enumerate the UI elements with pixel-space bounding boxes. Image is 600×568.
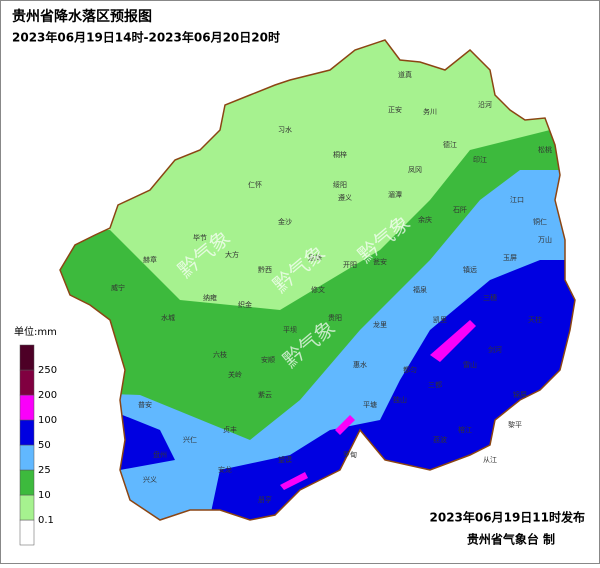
legend-label: 25 bbox=[38, 465, 51, 476]
legend-label: 100 bbox=[38, 415, 57, 426]
place-label: 松桃 bbox=[538, 145, 552, 154]
place-label: 息烽 bbox=[308, 253, 322, 262]
place-label: 湄潭 bbox=[388, 190, 402, 199]
place-label: 德江 bbox=[443, 140, 457, 149]
place-label: 镇远 bbox=[463, 265, 477, 274]
place-label: 独山 bbox=[393, 395, 407, 404]
legend-swatch bbox=[19, 369, 35, 396]
issue-time: 2023年06月19日11时发布 bbox=[430, 510, 586, 525]
place-label: 仁怀 bbox=[248, 180, 262, 189]
place-label: 安顺 bbox=[261, 355, 275, 364]
place-label: 余庆 bbox=[418, 215, 432, 224]
place-label: 万山 bbox=[538, 235, 552, 244]
place-label: 习水 bbox=[278, 125, 292, 134]
legend-label: 200 bbox=[38, 390, 57, 401]
map-title: 贵州省降水落区预报图 bbox=[12, 8, 152, 25]
place-label: 黎平 bbox=[508, 420, 522, 429]
legend-label: 50 bbox=[38, 440, 51, 451]
place-label: 安龙 bbox=[218, 465, 232, 474]
place-label: 遵义 bbox=[338, 193, 352, 202]
legend-label: 250 bbox=[38, 365, 57, 376]
place-label: 玉屏 bbox=[503, 254, 517, 262]
place-label: 关岭 bbox=[228, 370, 242, 379]
place-label: 贞丰 bbox=[223, 425, 237, 434]
legend-label: 10 bbox=[38, 490, 51, 501]
place-label: 望谟 bbox=[278, 455, 292, 464]
place-label: 从江 bbox=[483, 456, 497, 464]
place-label: 册亨 bbox=[258, 495, 272, 504]
place-label: 黔西 bbox=[258, 265, 272, 274]
legend-label: 0.1 bbox=[38, 515, 54, 526]
area-blue bbox=[110, 410, 175, 470]
place-label: 三都 bbox=[428, 381, 442, 389]
place-label: 兴仁 bbox=[183, 435, 197, 444]
place-label: 惠水 bbox=[353, 360, 367, 369]
place-label: 江口 bbox=[510, 196, 524, 204]
place-label: 兴义 bbox=[143, 475, 157, 484]
issuer: 贵州省气象台 制 bbox=[467, 532, 555, 547]
area-magenta bbox=[280, 472, 308, 490]
place-label: 雷山 bbox=[463, 360, 477, 369]
place-label: 沿河 bbox=[478, 100, 492, 109]
place-label: 龙里 bbox=[373, 320, 387, 329]
place-label: 桐梓 bbox=[333, 150, 347, 159]
place-label: 正安 bbox=[388, 105, 402, 114]
place-label: 罗甸 bbox=[343, 450, 357, 459]
legend-swatch bbox=[19, 419, 35, 446]
legend-swatch bbox=[19, 444, 35, 471]
place-label: 榕江 bbox=[458, 425, 472, 434]
legend-unit: 单位:mm bbox=[14, 325, 57, 338]
place-label: 道真 bbox=[398, 70, 412, 79]
place-label: 荔波 bbox=[433, 435, 447, 444]
legend-swatch bbox=[19, 519, 35, 546]
place-label: 凤冈 bbox=[408, 166, 422, 174]
place-label: 三穗 bbox=[483, 293, 497, 302]
place-label: 赫章 bbox=[143, 255, 157, 264]
place-label: 平坝 bbox=[283, 325, 297, 334]
legend-swatch bbox=[19, 394, 35, 421]
place-label: 大方 bbox=[225, 250, 239, 259]
map-subtitle: 2023年06月19日14时-2023年06月20日20时 bbox=[12, 30, 280, 45]
place-label: 瓮安 bbox=[373, 257, 387, 266]
place-label: 铜仁 bbox=[533, 217, 547, 226]
place-label: 绥阳 bbox=[333, 180, 347, 189]
area-magenta bbox=[430, 320, 476, 362]
place-label: 修文 bbox=[311, 285, 325, 294]
area-magenta bbox=[335, 415, 355, 435]
legend: 0.1 10 25 50 100 200 250 bbox=[19, 344, 57, 546]
place-label: 紫云 bbox=[258, 391, 272, 399]
place-label: 剑河 bbox=[488, 345, 502, 354]
place-label: 纳雍 bbox=[203, 293, 217, 302]
legend-swatch bbox=[19, 469, 35, 496]
place-label: 开阳 bbox=[343, 260, 357, 269]
place-label: 织金 bbox=[238, 300, 252, 309]
place-label: 平塘 bbox=[363, 400, 377, 409]
place-label: 盘州 bbox=[153, 450, 167, 459]
place-label: 金沙 bbox=[278, 217, 292, 226]
place-label: 印江 bbox=[473, 156, 487, 164]
place-label: 普安 bbox=[138, 400, 152, 409]
place-label: 威宁 bbox=[111, 283, 125, 292]
place-label: 凯里 bbox=[433, 315, 447, 324]
place-label: 贵阳 bbox=[328, 313, 342, 322]
legend-swatch bbox=[19, 494, 35, 521]
place-label: 都匀 bbox=[403, 365, 417, 374]
place-label: 福泉 bbox=[413, 285, 427, 294]
place-label: 六枝 bbox=[213, 350, 227, 359]
place-label: 毕节 bbox=[193, 233, 207, 242]
place-label: 天柱 bbox=[528, 315, 542, 324]
place-label: 锦屏 bbox=[513, 390, 527, 399]
place-label: 水城 bbox=[161, 313, 175, 322]
place-label: 石阡 bbox=[453, 205, 467, 214]
place-label: 务川 bbox=[423, 107, 437, 116]
legend-swatch bbox=[19, 344, 35, 371]
